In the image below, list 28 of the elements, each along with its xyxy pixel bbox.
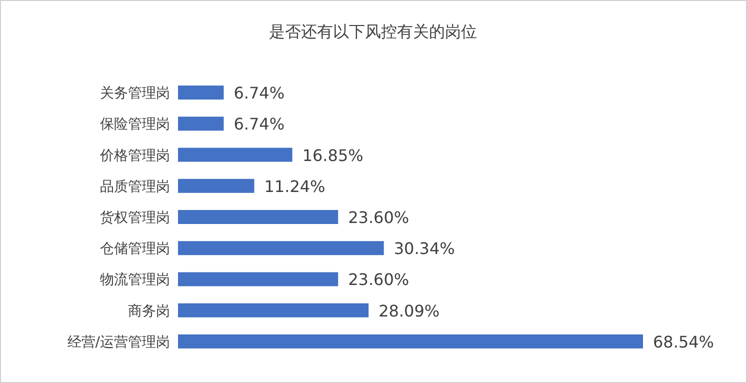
bar bbox=[178, 86, 224, 100]
chart-title: 是否还有以下风控有关的岗位 bbox=[269, 22, 477, 41]
bar bbox=[178, 178, 254, 193]
y-tick-label: 货权管理岗 bbox=[100, 210, 170, 226]
y-tick-label: 经营/运营管理岗 bbox=[67, 334, 170, 350]
y-tick-label: 价格管理岗 bbox=[99, 148, 170, 164]
data-label: 68.54% bbox=[653, 332, 714, 352]
bar bbox=[178, 303, 369, 318]
y-tick-label: 保险管理岗 bbox=[100, 116, 170, 133]
y-tick-label: 品质管理岗 bbox=[100, 178, 170, 195]
bar bbox=[178, 272, 338, 286]
data-label: 6.74% bbox=[234, 84, 285, 103]
bar bbox=[178, 116, 224, 131]
data-label: 16.85% bbox=[302, 146, 364, 165]
y-tick-label: 商务岗 bbox=[128, 303, 170, 320]
data-label: 11.24% bbox=[264, 176, 326, 196]
bar bbox=[178, 241, 384, 256]
data-label: 28.09% bbox=[378, 301, 440, 320]
bar bbox=[178, 210, 338, 224]
y-tick-label: 关务管理岗 bbox=[100, 86, 170, 102]
data-label: 30.34% bbox=[394, 239, 455, 258]
y-tick-label: 物流管理岗 bbox=[100, 272, 170, 288]
y-tick-label: 仓储管理岗 bbox=[100, 241, 170, 258]
bar bbox=[178, 334, 643, 348]
bar bbox=[178, 148, 292, 162]
data-label: 23.60% bbox=[348, 208, 410, 227]
data-label: 6.74% bbox=[234, 114, 285, 134]
data-label: 23.60% bbox=[348, 270, 410, 290]
